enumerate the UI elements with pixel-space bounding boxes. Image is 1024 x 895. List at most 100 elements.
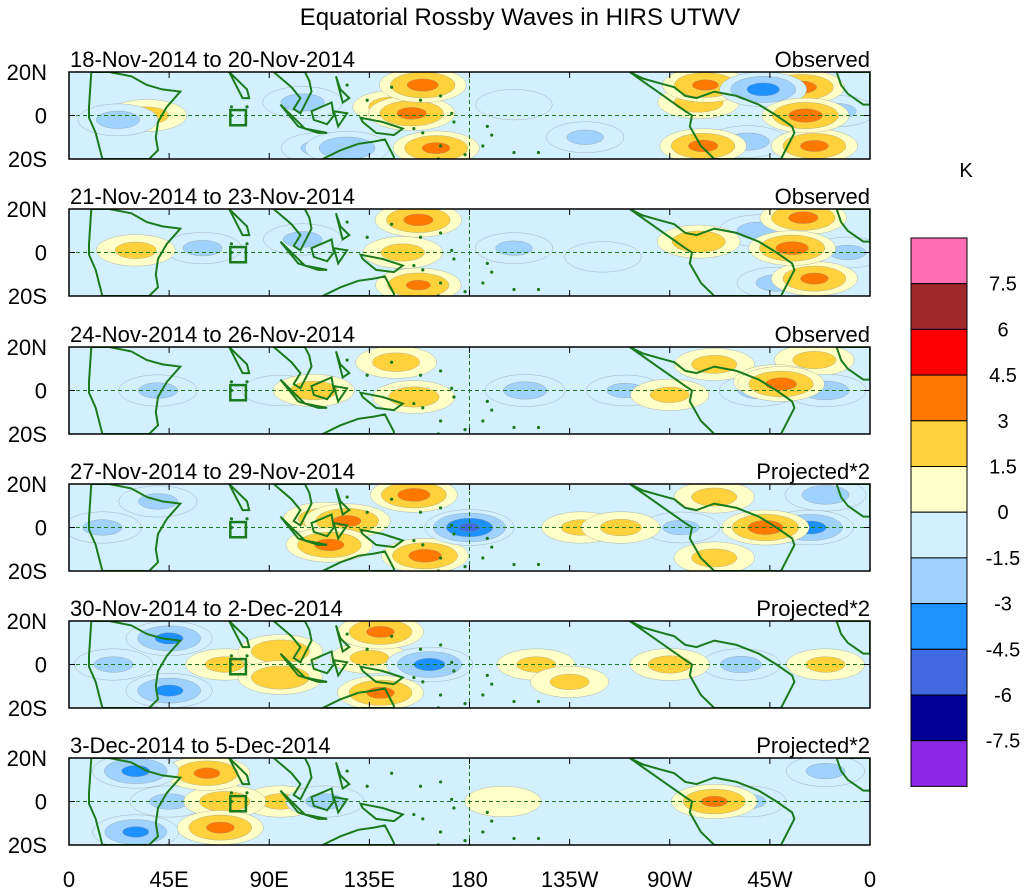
anomaly-blob <box>370 484 458 513</box>
colorbar-swatch <box>910 694 968 742</box>
island-marker <box>412 812 416 817</box>
island-marker <box>450 111 454 115</box>
island-marker <box>418 647 423 651</box>
island-marker <box>390 497 394 501</box>
colorbar-swatch <box>910 283 968 330</box>
y-tick-label: 0 <box>35 790 47 815</box>
y-tick-label: 20N <box>7 609 47 634</box>
island-marker <box>245 791 249 795</box>
colorbar-swatch <box>910 328 968 376</box>
island-marker <box>245 517 249 521</box>
island-marker <box>485 399 489 403</box>
island-marker <box>390 771 394 775</box>
contour-level <box>182 240 223 257</box>
island-marker <box>421 131 425 135</box>
anomaly-blob <box>237 660 323 695</box>
colorbar-swatch <box>910 374 968 422</box>
island-marker <box>245 380 249 384</box>
island-marker <box>438 144 443 148</box>
colorbar-label: -3 <box>994 594 1012 616</box>
anomaly-blob <box>374 209 462 238</box>
island-marker <box>438 830 443 834</box>
island-marker <box>438 643 443 647</box>
island-marker <box>481 281 485 285</box>
island-marker <box>421 268 425 272</box>
contour-level <box>206 821 235 834</box>
panel-kind-label: Projected*2 <box>756 733 870 758</box>
island-marker <box>490 819 494 823</box>
panel-6: 20N 0 20S 3-Dec-2014 to 5-Dec-2014 Projected… <box>7 733 871 858</box>
anomaly-blob <box>581 511 661 544</box>
island-marker <box>512 287 516 292</box>
chart-title: Equatorial Rossby Waves in HIRS UTWV <box>300 4 741 31</box>
anomaly-blob <box>701 648 781 681</box>
colorbar-label: -6 <box>994 685 1012 707</box>
island-marker <box>245 242 249 246</box>
island-marker <box>438 281 443 285</box>
island-marker <box>365 510 369 514</box>
island-marker <box>536 425 541 430</box>
island-marker <box>450 386 454 390</box>
contour-level <box>154 684 184 697</box>
colorbar-label: 1.5 <box>989 457 1017 479</box>
island-marker <box>390 85 394 89</box>
reference-box <box>229 520 248 539</box>
y-tick-label: 20N <box>7 472 47 497</box>
island-marker <box>390 360 394 364</box>
colorbar-swatch <box>910 603 968 650</box>
y-tick-label: 20N <box>7 746 47 771</box>
colorbar-swatch <box>910 648 968 696</box>
island-marker <box>365 647 369 651</box>
island-marker <box>245 654 249 658</box>
contour-level <box>746 82 780 97</box>
anomaly-blob <box>630 378 710 411</box>
x-tick-label: 45W <box>747 867 792 890</box>
island-marker <box>452 806 456 810</box>
anomaly-blob <box>92 814 179 845</box>
y-tick-label: 20N <box>7 197 47 222</box>
island-marker <box>418 784 423 788</box>
island-marker <box>481 419 485 423</box>
island-marker <box>450 797 454 801</box>
island-marker <box>245 105 249 109</box>
island-marker <box>452 395 456 399</box>
contour-level <box>801 485 850 505</box>
island-marker <box>463 153 467 157</box>
island-marker <box>418 510 423 514</box>
colorbar-swatch <box>910 237 968 285</box>
y-tick-label: 0 <box>35 516 47 541</box>
islands <box>229 358 541 434</box>
island-marker <box>452 257 456 261</box>
contour-level <box>366 626 395 638</box>
island-marker <box>452 669 456 673</box>
contour-level <box>95 111 140 129</box>
panel-date-range: 27-Nov-2014 to 29-Nov-2014 <box>70 459 355 484</box>
island-marker <box>485 536 489 540</box>
anomaly-blob <box>771 128 858 159</box>
island-marker <box>512 699 516 704</box>
panel-date-range: 24-Nov-2014 to 26-Nov-2014 <box>70 322 355 347</box>
island-marker <box>418 98 423 102</box>
colorbar-label: 6 <box>997 319 1008 341</box>
anomaly-blob <box>748 230 836 266</box>
island-marker <box>438 780 443 784</box>
island-marker <box>450 523 454 527</box>
panel-date-range: 3-Dec-2014 to 5-Dec-2014 <box>70 733 330 758</box>
x-tick-label: 0 <box>864 867 876 890</box>
anomaly-field <box>96 209 870 296</box>
anomaly-blob <box>96 234 176 267</box>
contour-level <box>691 355 738 374</box>
island-marker <box>412 401 416 406</box>
colorbar-label: -1.5 <box>986 548 1020 570</box>
island-marker <box>450 660 454 664</box>
panel-kind-label: Observed <box>775 184 870 209</box>
island-marker <box>536 699 541 704</box>
island-marker <box>485 124 489 128</box>
contour-level <box>314 538 345 551</box>
island-marker <box>345 220 349 224</box>
contour-level <box>671 230 726 253</box>
y-tick-label: 20S <box>8 147 47 172</box>
y-tick-label: 20S <box>8 833 47 858</box>
reference-box <box>229 108 248 127</box>
anomaly-blob <box>759 209 847 236</box>
